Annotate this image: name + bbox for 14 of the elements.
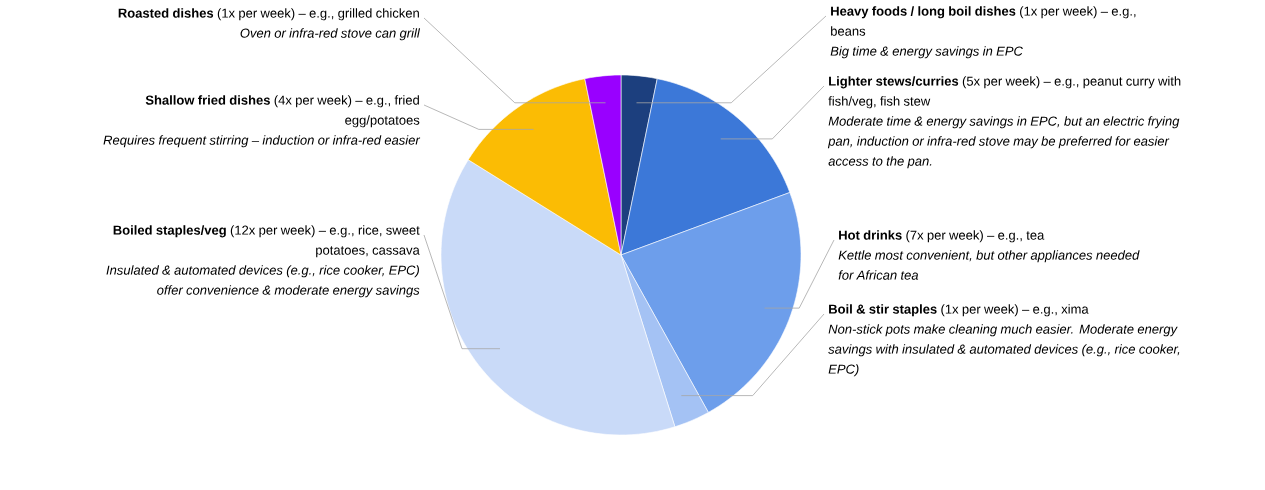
text: Oven or infra-red stove can grill	[240, 28, 421, 41]
slice-label: Roasted dishes (1x per week) – e.g., grilled chicken	[118, 8, 419, 21]
slice-label: Shallow fried dishes (4x per week) – e.g., fried egg/potatoes	[145, 95, 420, 128]
text: Non-stick pots make cleaning much easier. Moderate energy savings with insulated & automated devices (e.g., rice cooker, EPC)	[828, 324, 1180, 377]
slice-label: Boiled staples/veg (12x per week) – e.g., rice, sweet potatoes, cassava	[113, 225, 420, 258]
text: Kettle most convenient, but other appliances needed for African tea	[838, 250, 1140, 280]
text: Big time & energy savings in EPC	[830, 46, 1023, 59]
category-label: Heavy foods / long boil dishes (1x per week) – e.g., beans	[831, 6, 1136, 36]
text: Moderate time & energy savings in EPC, but an electric frying pan, induction or infra-red stove may be preferred for easier access to the pan.	[827, 116, 1180, 169]
category-label: Lighter stews/curries (5x per week) – e.g., peanut curry with fish/veg, fish stew	[828, 76, 1181, 109]
text: Requires frequent stirring – induction or infra-red easier	[103, 135, 421, 148]
text: Insulated & automated devices (e.g., rice cooker, EPC) offer convenience & moderate energy savings	[106, 265, 420, 298]
slice-label: Hot drinks (7x per week) – e.g., tea	[839, 230, 1045, 243]
slice-label: Boil & stir staples (1x per week) – e.g., xima	[829, 304, 1089, 317]
